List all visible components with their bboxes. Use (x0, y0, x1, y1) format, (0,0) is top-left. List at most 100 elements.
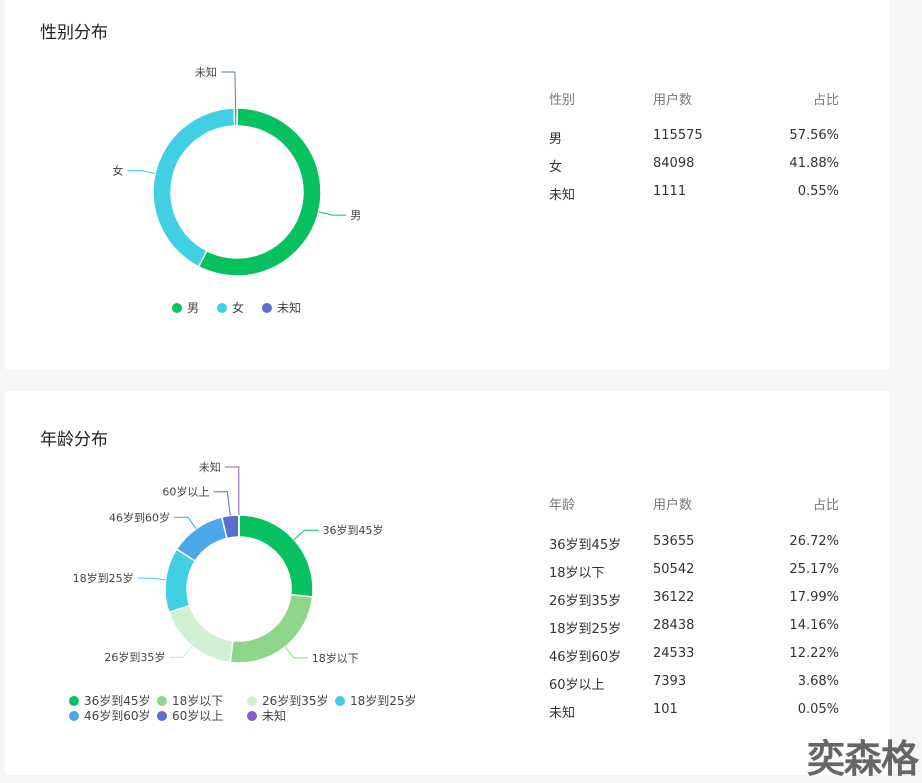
cell: 101 (653, 702, 678, 717)
cell: 占比 (812, 498, 839, 513)
slice-0[interactable] (197, 107, 322, 277)
cell: 性别 (549, 93, 576, 108)
legend-marker-0[interactable] (69, 696, 79, 706)
slice-0[interactable] (238, 514, 314, 598)
legend-label-3[interactable]: 18岁到25岁 (350, 693, 417, 708)
table-row: 46岁到60岁 24533 12.22% (549, 646, 839, 666)
legend-marker-3[interactable] (335, 696, 345, 706)
cell: 未知 (549, 188, 576, 203)
table-row: 60岁以上 7393 3.68% (549, 674, 839, 694)
legend-label-6[interactable]: 未知 (262, 709, 286, 723)
cell: 84098 (653, 156, 695, 171)
slice-label-1: 18岁以下 (312, 651, 359, 665)
cell: 28438 (653, 618, 695, 633)
gender-title: 性别分布 (40, 23, 108, 43)
legend-marker-6[interactable] (247, 711, 257, 721)
cell: 57.56% (789, 128, 839, 143)
cell: 占比 (812, 93, 839, 108)
cell: 用户数 (653, 498, 693, 513)
age-title: 年龄分布 (40, 430, 108, 450)
watermark-logo: 奕森格 (806, 737, 919, 781)
cell: 7393 (653, 674, 687, 689)
slice-label-2: 26岁到35岁 (104, 650, 165, 664)
slice-label-0: 36岁到45岁 (323, 523, 384, 537)
label-line-6 (224, 466, 240, 516)
table-row: 男 115575 57.56% (549, 128, 839, 148)
cell: 用户数 (653, 93, 693, 108)
label-line-3 (137, 577, 166, 581)
table-row: 36岁到45岁 53655 26.72% (549, 534, 839, 554)
slice-label-2: 未知 (195, 65, 217, 79)
slice-label-3: 18岁到25岁 (73, 571, 134, 585)
legend-label-2[interactable]: 未知 (277, 301, 301, 315)
legend-label-1[interactable]: 女 (232, 300, 244, 315)
cell: 46岁到60岁 (549, 650, 622, 665)
cell: 41.88% (789, 156, 839, 171)
cell: 年龄 (549, 498, 576, 513)
cell: 12.22% (789, 646, 839, 661)
table-row: 未知 101 0.05% (549, 702, 839, 722)
slice-1[interactable] (152, 107, 236, 268)
cell: 53655 (653, 534, 695, 549)
slice-1[interactable] (229, 593, 314, 664)
cell: 0.05% (797, 702, 839, 717)
legend-marker-1[interactable] (157, 696, 167, 706)
cell: 1111 (653, 184, 687, 199)
label-line-2 (169, 646, 193, 658)
legend-marker-0[interactable] (172, 303, 182, 313)
cell: 3.68% (797, 674, 839, 689)
label-line-4 (173, 516, 197, 529)
table-header: 年龄 用户数 占比 (549, 494, 839, 514)
legend-label-5[interactable]: 60岁以上 (172, 708, 223, 723)
label-line-1 (127, 170, 156, 175)
slice-label-5: 60岁以上 (162, 485, 209, 499)
cell: 女 (549, 160, 563, 175)
table-row: 女 84098 41.88% (549, 156, 839, 176)
cell: 26.72% (789, 534, 839, 549)
cell: 18岁以下 (549, 566, 605, 581)
cell: 24533 (653, 646, 695, 661)
cell: 115575 (653, 128, 703, 143)
cell: 男 (549, 132, 563, 147)
legend-marker-2[interactable] (247, 696, 257, 706)
legend-label-2[interactable]: 26岁到35岁 (262, 693, 329, 708)
age-card: 年龄分布 (5, 391, 890, 775)
table-row: 未知 1111 0.55% (549, 184, 839, 204)
slice-2[interactable] (167, 604, 234, 664)
cell: 60岁以上 (549, 678, 605, 693)
label-line-2 (220, 71, 237, 109)
cell: 36122 (653, 590, 695, 605)
cell: 25.17% (789, 562, 839, 577)
slice-label-1: 女 (112, 164, 123, 178)
legend-label-0[interactable]: 36岁到45岁 (84, 693, 151, 708)
cell: 未知 (549, 706, 576, 721)
slice-label-6: 未知 (199, 460, 221, 474)
table-row: 18岁到25岁 28438 14.16% (549, 618, 839, 638)
cell: 50542 (653, 562, 695, 577)
label-line-0 (318, 211, 347, 216)
cell: 26岁到35岁 (549, 594, 622, 609)
table-row: 26岁到35岁 36122 17.99% (549, 590, 839, 610)
legend-label-4[interactable]: 46岁到60岁 (84, 708, 151, 723)
label-line-1 (284, 646, 308, 659)
cell: 0.55% (797, 184, 839, 199)
cell: 36岁到45岁 (549, 538, 622, 553)
legend-marker-5[interactable] (157, 711, 167, 721)
legend-marker-2[interactable] (262, 303, 272, 313)
slice-label-0: 男 (350, 209, 361, 222)
legend-label-1[interactable]: 18岁以下 (172, 693, 223, 708)
label-line-5 (213, 491, 231, 516)
slice-label-4: 46岁到60岁 (109, 510, 170, 524)
legend-marker-1[interactable] (217, 303, 227, 313)
cell: 17.99% (789, 590, 839, 605)
table-header: 性别 用户数 占比 (549, 89, 839, 109)
cell: 18岁到25岁 (549, 622, 622, 637)
label-line-0 (293, 529, 319, 540)
table-row: 18岁以下 50542 25.17% (549, 562, 839, 582)
legend-marker-4[interactable] (69, 711, 79, 721)
slice-2[interactable] (233, 107, 238, 127)
slice-4[interactable] (175, 516, 228, 563)
cell: 14.16% (789, 618, 839, 633)
legend-label-0[interactable]: 男 (187, 301, 199, 315)
